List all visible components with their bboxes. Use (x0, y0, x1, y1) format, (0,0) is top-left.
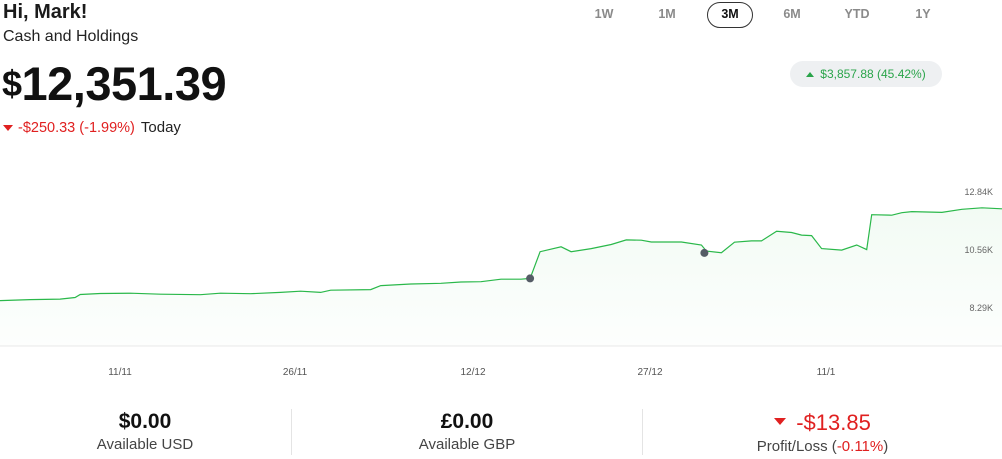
profit-loss-stat: -$13.85 Profit/Loss (-0.11%) (643, 405, 1002, 459)
range-6m-button[interactable]: 6M (783, 7, 801, 21)
greeting: Hi, Mark! (3, 1, 88, 23)
portfolio-balance: $12,351.39 (2, 56, 227, 111)
period-change-badge: $3,857.88 (45.42%) (790, 61, 942, 87)
caret-down-icon (3, 124, 13, 131)
daily-change-label: Today (140, 119, 181, 136)
summary-bar: $0.00 Available USD £0.00 Available GBP … (0, 405, 1002, 459)
x-axis-tick-label: 26/11 (283, 367, 308, 378)
portfolio-subtitle: Cash and Holdings (3, 28, 139, 45)
range-3m-button[interactable]: 3M (707, 2, 753, 28)
period-change-amount: $3,857.88 (820, 67, 874, 81)
available-gbp-stat: £0.00 Available GBP (292, 405, 642, 459)
available-gbp-value: £0.00 (440, 410, 494, 433)
x-axis-tick-label: 11/11 (108, 367, 132, 378)
available-usd-stat: $0.00 Available USD (0, 405, 290, 459)
daily-change: -$250.33 (-1.99%) Today (3, 119, 181, 136)
range-ytd-button[interactable]: YTD (844, 7, 870, 21)
range-1m-button[interactable]: 1M (658, 7, 676, 21)
daily-change-amount: -$250.33 (18, 119, 76, 136)
available-usd-value: $0.00 (118, 410, 172, 433)
portfolio-chart[interactable]: 12.84K 10.56K 8.29K 11/11 26/11 12/12 27/12 11… (0, 150, 1002, 400)
y-axis-tick-label: 8.29K (969, 303, 993, 313)
x-axis-tick-label: 27/12 (637, 367, 662, 378)
profit-loss-paren-open: ( (827, 438, 837, 455)
profit-loss-percent: -0.11% (836, 438, 884, 455)
x-axis-tick-label: 12/12 (460, 367, 485, 378)
profit-loss-label-row: Profit/Loss (-0.11%) (643, 438, 1002, 455)
available-gbp-label: Available GBP (418, 436, 516, 453)
chart-point-marker[interactable] (700, 248, 709, 257)
caret-up-icon (806, 71, 815, 77)
caret-down-icon (774, 418, 787, 425)
summary-divider (642, 409, 643, 455)
range-1w-button[interactable]: 1W (594, 7, 614, 21)
profit-loss-value-row: -$13.85 (643, 410, 1002, 436)
balance-currency-symbol: $ (2, 63, 22, 104)
x-axis-tick-label: 11/1 (817, 367, 836, 378)
range-1y-button[interactable]: 1Y (915, 7, 931, 21)
period-change-percent: (45.42%) (877, 67, 926, 81)
chart-point-marker[interactable] (526, 274, 535, 283)
daily-change-percent: (-1.99%) (79, 119, 135, 136)
chart-area-fill (0, 207, 1002, 346)
balance-amount: 12,351.39 (21, 57, 227, 110)
y-axis-tick-label: 10.56K (964, 245, 993, 255)
y-axis-tick-label: 12.84K (964, 187, 993, 197)
profit-loss-paren-close: ) (883, 438, 889, 455)
profit-loss-label: Profit/Loss (756, 438, 828, 455)
summary-divider (291, 409, 292, 455)
available-usd-label: Available USD (96, 436, 194, 453)
chart-series-line (0, 207, 1002, 302)
profit-loss-value: -$13.85 (796, 410, 871, 435)
